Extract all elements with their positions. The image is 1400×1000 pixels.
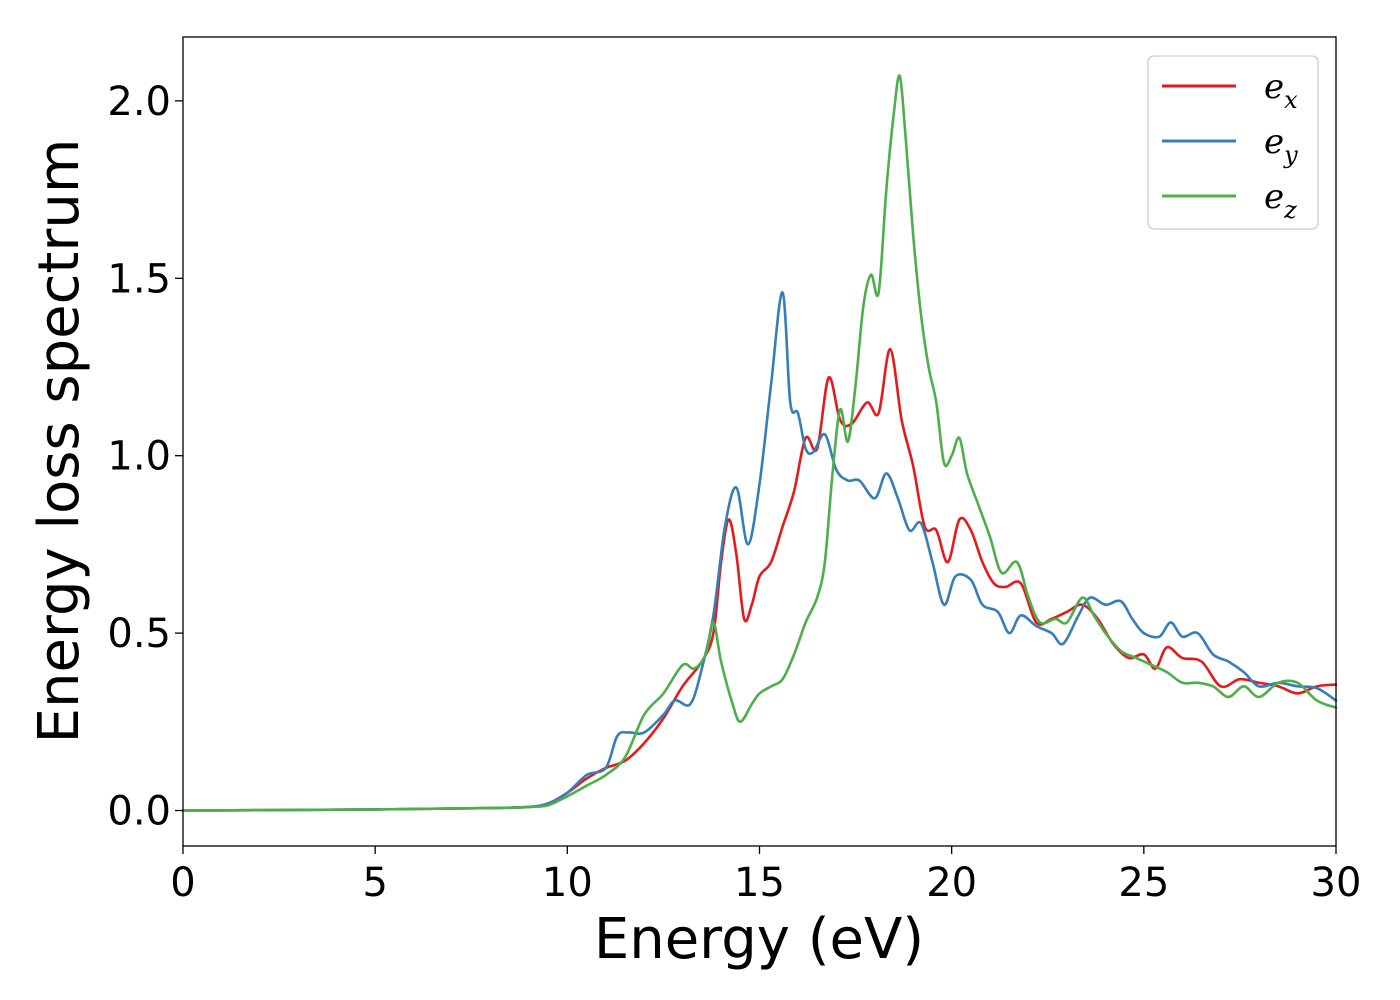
series-line-y — [181, 291, 1338, 812]
series-line-x — [181, 347, 1338, 812]
legend-label-z: ez — [1264, 177, 1297, 224]
legend: ex ey ez — [1147, 55, 1319, 230]
series-layer — [181, 74, 1338, 812]
x-tick-label: 15 — [734, 860, 785, 906]
legend-label-x: ex — [1264, 67, 1298, 114]
y-axis-title: Energy loss spectrum — [27, 139, 92, 744]
x-axis-title: Energy (eV) — [594, 907, 924, 972]
x-axis-ticks: 0 5 10 15 20 25 30 — [170, 846, 1361, 906]
y-tick-label: 1.0 — [107, 434, 171, 480]
series-line-z — [181, 74, 1338, 812]
y-tick-label: 0.5 — [107, 611, 171, 657]
y-axis-ticks: 0.0 0.5 1.0 1.5 2.0 — [107, 79, 183, 835]
x-tick-label: 10 — [542, 860, 593, 906]
x-tick-label: 5 — [362, 860, 387, 906]
x-tick-label: 30 — [1311, 860, 1362, 906]
x-tick-label: 20 — [926, 860, 977, 906]
x-tick-label: 25 — [1118, 860, 1169, 906]
y-tick-label: 0.0 — [107, 789, 171, 835]
y-tick-label: 2.0 — [107, 79, 171, 125]
legend-label-y: ey — [1264, 122, 1298, 169]
y-tick-label: 1.5 — [107, 256, 171, 302]
x-tick-label: 0 — [170, 860, 195, 906]
